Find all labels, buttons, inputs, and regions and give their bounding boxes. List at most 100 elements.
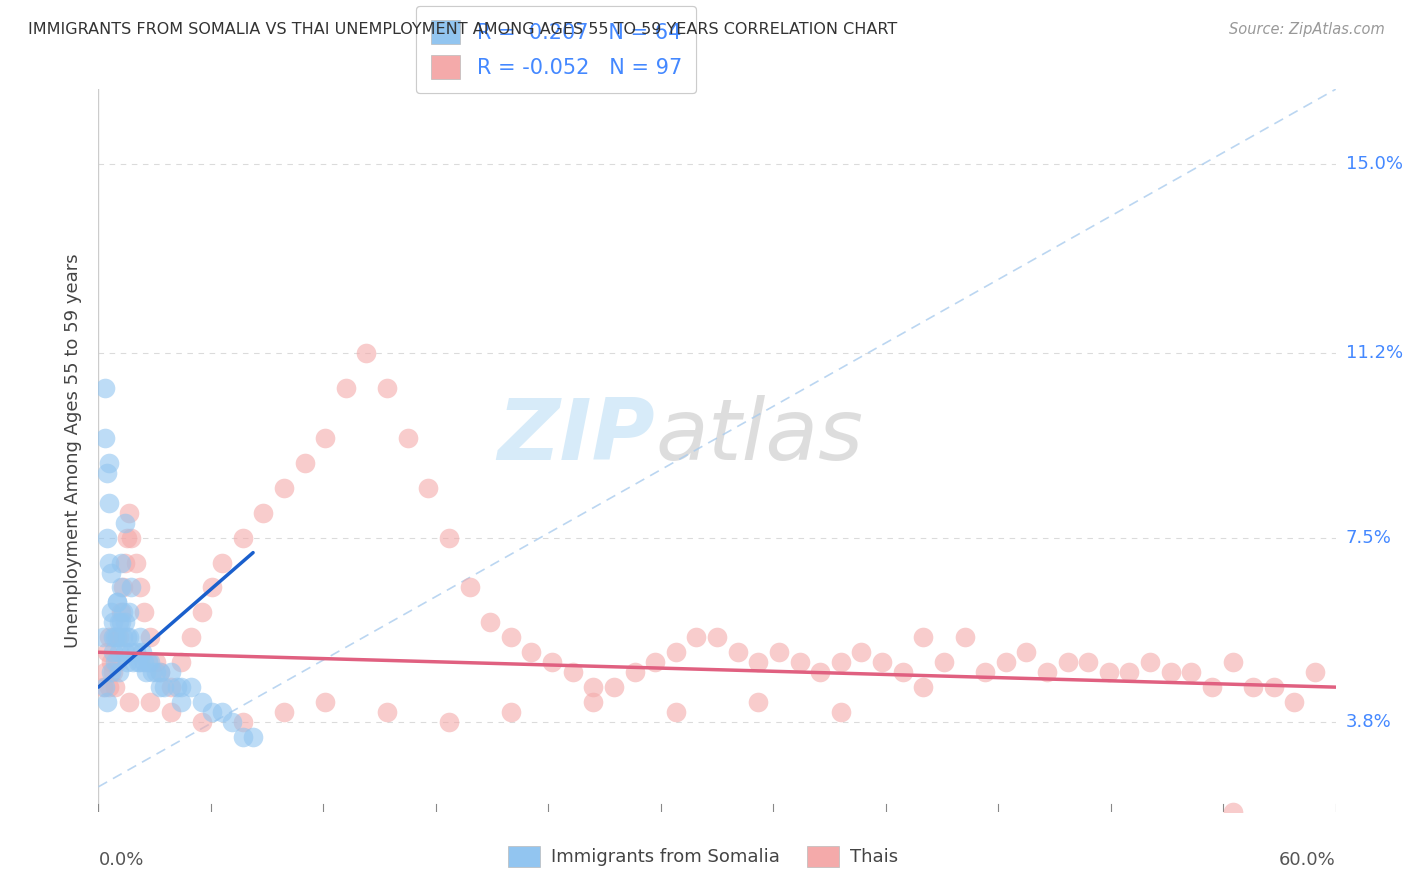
Text: Source: ZipAtlas.com: Source: ZipAtlas.com — [1229, 22, 1385, 37]
Point — [603, 680, 626, 694]
Point — [665, 705, 688, 719]
Point — [108, 630, 131, 644]
Point — [112, 581, 135, 595]
Point — [180, 680, 202, 694]
Point — [118, 695, 141, 709]
Point — [830, 655, 852, 669]
Point — [105, 595, 128, 609]
Point — [96, 531, 118, 545]
Point — [190, 695, 212, 709]
Point — [139, 695, 162, 709]
Point — [851, 645, 873, 659]
Point — [91, 680, 114, 694]
Point — [232, 531, 254, 545]
Point — [101, 665, 124, 680]
Point — [830, 705, 852, 719]
Point — [145, 655, 167, 669]
Point — [120, 645, 142, 659]
Point — [314, 431, 336, 445]
Point — [437, 531, 460, 545]
Text: IMMIGRANTS FROM SOMALIA VS THAI UNEMPLOYMENT AMONG AGES 55 TO 59 YEARS CORRELATI: IMMIGRANTS FROM SOMALIA VS THAI UNEMPLOY… — [28, 22, 897, 37]
Point — [561, 665, 583, 680]
Point — [117, 655, 139, 669]
Point — [120, 531, 142, 545]
Point — [541, 655, 564, 669]
Point — [132, 655, 155, 669]
Text: atlas: atlas — [655, 394, 863, 477]
Point — [118, 606, 141, 620]
Point — [582, 695, 605, 709]
Point — [1077, 655, 1099, 669]
Point — [110, 615, 132, 630]
Legend: Immigrants from Somalia, Thais: Immigrants from Somalia, Thais — [501, 838, 905, 874]
Point — [221, 714, 243, 729]
Point — [623, 665, 645, 680]
Point — [1139, 655, 1161, 669]
Point — [153, 680, 176, 694]
Point — [118, 630, 141, 644]
Point — [953, 630, 976, 644]
Point — [122, 655, 145, 669]
Point — [96, 695, 118, 709]
Point — [110, 581, 132, 595]
Point — [139, 655, 162, 669]
Point — [727, 645, 749, 659]
Point — [273, 481, 295, 495]
Point — [159, 665, 181, 680]
Point — [139, 630, 162, 644]
Point — [242, 730, 264, 744]
Y-axis label: Unemployment Among Ages 55 to 59 years: Unemployment Among Ages 55 to 59 years — [63, 253, 82, 648]
Point — [124, 645, 146, 659]
Point — [97, 556, 120, 570]
Point — [1118, 665, 1140, 680]
Point — [166, 680, 188, 694]
Point — [201, 581, 224, 595]
Point — [124, 556, 146, 570]
Point — [105, 630, 128, 644]
Point — [294, 456, 316, 470]
Text: 0.0%: 0.0% — [98, 852, 143, 870]
Point — [93, 381, 115, 395]
Point — [789, 655, 811, 669]
Point — [201, 705, 224, 719]
Point — [141, 665, 163, 680]
Point — [211, 705, 233, 719]
Point — [1160, 665, 1182, 680]
Point — [375, 381, 398, 395]
Point — [93, 431, 115, 445]
Point — [1241, 680, 1264, 694]
Text: 11.2%: 11.2% — [1346, 344, 1403, 362]
Point — [356, 346, 378, 360]
Text: 7.5%: 7.5% — [1346, 529, 1392, 547]
Point — [118, 506, 141, 520]
Point — [110, 556, 132, 570]
Point — [170, 655, 193, 669]
Point — [159, 680, 181, 694]
Point — [1201, 680, 1223, 694]
Point — [458, 581, 481, 595]
Point — [180, 630, 202, 644]
Point — [190, 714, 212, 729]
Point — [105, 655, 128, 669]
Point — [131, 645, 153, 659]
Point — [132, 606, 155, 620]
Point — [97, 456, 120, 470]
Point — [100, 665, 122, 680]
Point — [706, 630, 728, 644]
Point — [114, 645, 136, 659]
Point — [994, 655, 1017, 669]
Point — [120, 581, 142, 595]
Point — [520, 645, 543, 659]
Point — [117, 630, 139, 644]
Point — [582, 680, 605, 694]
Point — [912, 630, 935, 644]
Point — [110, 606, 132, 620]
Point — [93, 680, 115, 694]
Point — [437, 714, 460, 729]
Point — [128, 630, 150, 644]
Point — [108, 615, 131, 630]
Point — [1015, 645, 1038, 659]
Point — [1263, 680, 1285, 694]
Point — [96, 645, 118, 659]
Point — [1303, 665, 1326, 680]
